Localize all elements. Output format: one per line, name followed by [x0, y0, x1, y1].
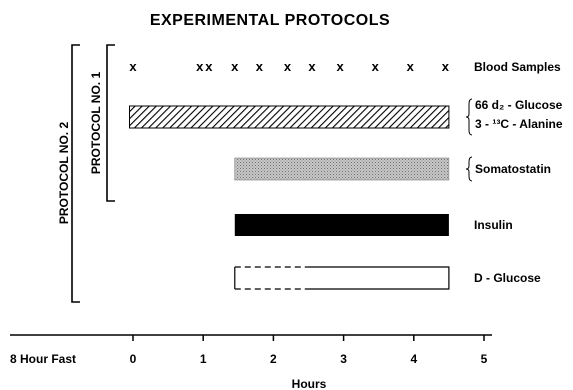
blood-sample-marker: x	[308, 59, 316, 74]
protocol-2-label: PROTOCOL NO. 2	[57, 122, 71, 225]
infusion-bar-glucose-alanine	[128, 105, 450, 129]
blood-sample-marker: x	[196, 59, 204, 74]
axis-tick-label: 1	[200, 352, 207, 366]
infusion-label: D - Glucose	[474, 271, 541, 285]
label-brace	[465, 98, 473, 136]
blood-samples-label: Blood Samples	[474, 60, 561, 74]
blood-sample-marker: x	[442, 59, 450, 74]
protocol-1-bracket: PROTOCOL NO. 1	[89, 44, 115, 202]
blood-sample-marker: x	[256, 59, 264, 74]
infusion-label: 66 d₂ - Glucose	[475, 98, 563, 112]
blood-sample-marker: x	[231, 59, 239, 74]
blood-sample-marker: x	[372, 59, 380, 74]
blood-sample-marker: x	[284, 59, 292, 74]
blood-sample-marker: x	[336, 59, 344, 74]
protocol-2-bracket: PROTOCOL NO. 2	[57, 44, 80, 303]
blood-sample-marker: x	[407, 59, 415, 74]
axis-tick-label: 5	[481, 352, 488, 366]
pre-fast-label: 8 Hour Fast	[10, 352, 76, 366]
infusion-label: Insulin	[474, 218, 513, 232]
axis-ticks: 0 1 2 3 4 5	[130, 335, 488, 366]
protocol-1-label: PROTOCOL NO. 1	[89, 72, 103, 175]
blood-sample-marker: x	[129, 59, 137, 74]
axis-title: Hours	[292, 377, 327, 390]
infusion-bar-d-glucose	[308, 266, 450, 290]
label-brace	[465, 156, 473, 182]
infusion-bar-insulin	[234, 214, 449, 236]
infusion-glucose-alanine: 66 d₂ - Glucose 3 - ¹³C - Alanine	[128, 98, 563, 136]
infusion-bars: 66 d₂ - Glucose 3 - ¹³C - Alanine Somatost…	[128, 98, 563, 290]
time-axis: 0 1 2 3 4 5 8 Hour Fast Hours	[10, 334, 492, 390]
axis-tick-label: 3	[340, 352, 347, 366]
infusion-insulin: Insulin	[234, 214, 513, 236]
blood-sample-marker: x	[205, 59, 213, 74]
infusion-d-glucose: D - Glucose	[234, 266, 541, 290]
axis-tick-label: 2	[270, 352, 277, 366]
axis-tick-label: 0	[130, 352, 137, 366]
axis-tick-label: 4	[410, 352, 417, 366]
infusion-label: Somatostatin	[475, 162, 551, 176]
infusion-label: 3 - ¹³C - Alanine	[475, 117, 563, 131]
infusion-bar-somatostatin	[234, 157, 450, 181]
infusion-somatostatin: Somatostatin	[234, 156, 551, 182]
diagram-title: EXPERIMENTAL PROTOCOLS	[150, 12, 390, 29]
